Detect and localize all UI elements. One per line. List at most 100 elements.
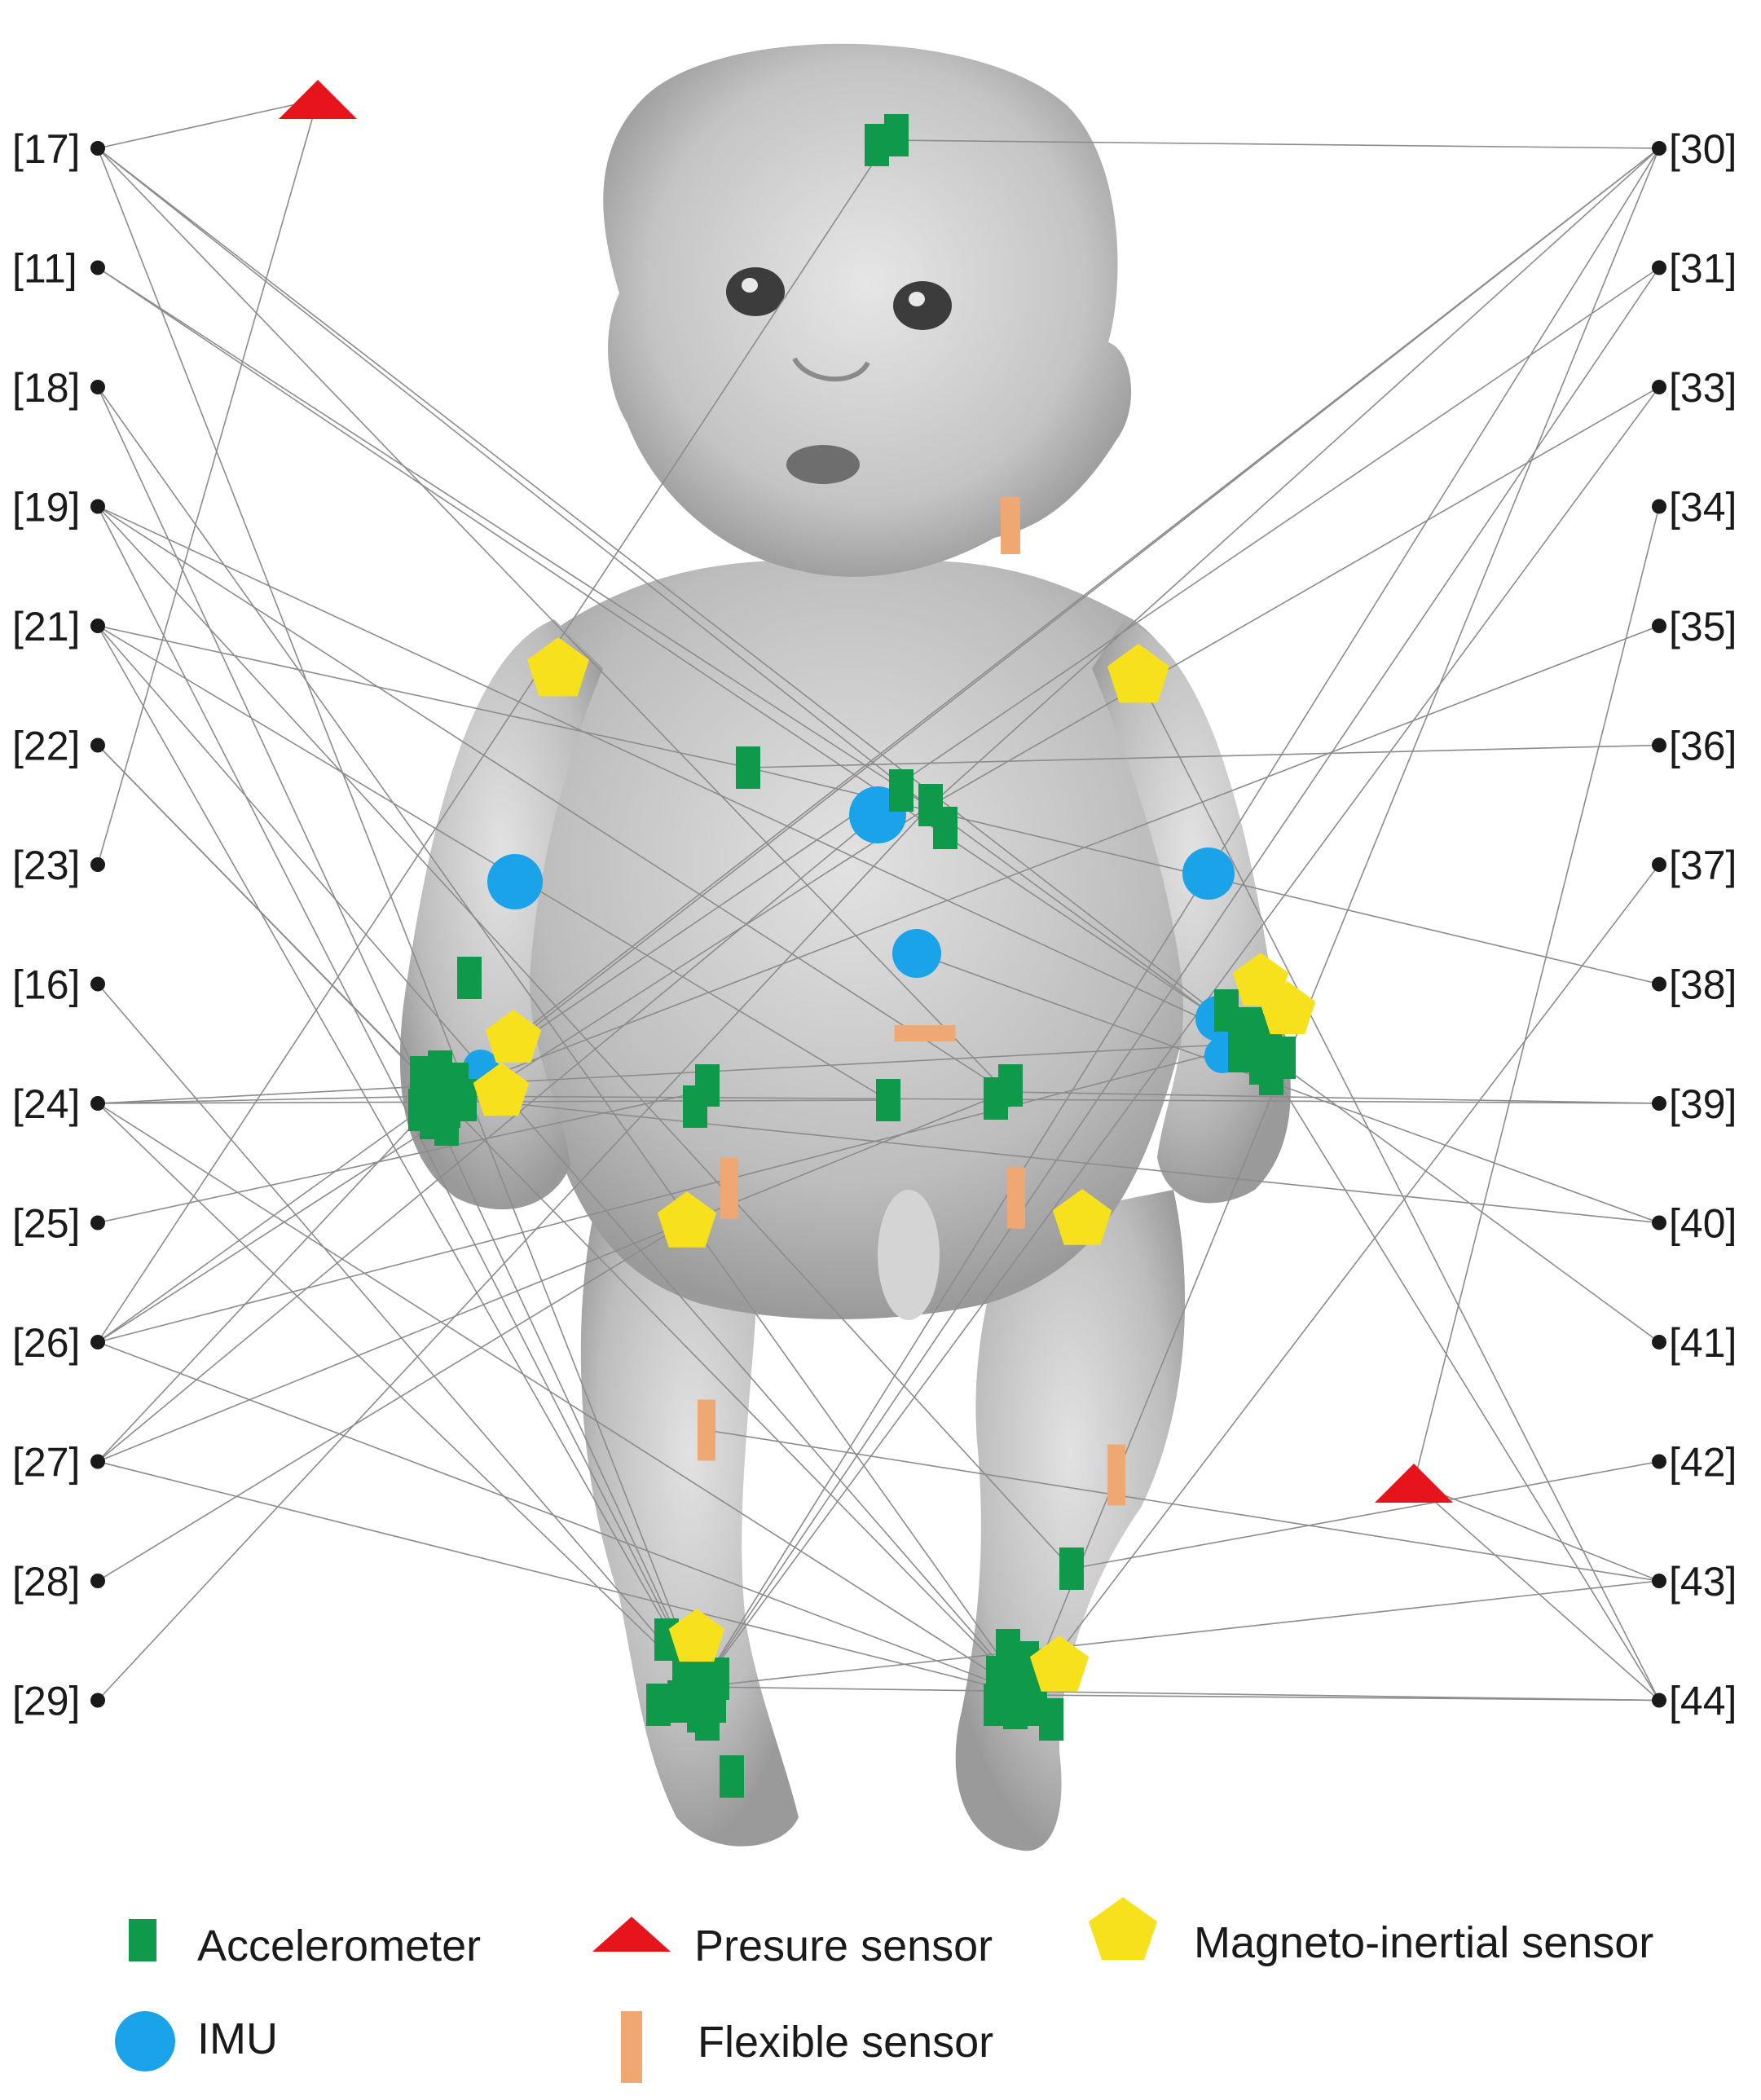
flexible-sensor-marker xyxy=(894,1025,956,1041)
reference-label-left: [28] xyxy=(12,1559,80,1605)
magneto-inertial-marker xyxy=(1029,1636,1090,1692)
flexible-sensor-marker xyxy=(1107,1444,1125,1506)
connection-line xyxy=(928,147,1660,808)
accelerometer-marker xyxy=(933,807,958,849)
reference-label-left: [19] xyxy=(12,485,80,531)
reference-label-left: [11] xyxy=(12,246,77,292)
reference-label-right: [42] xyxy=(1669,1440,1737,1486)
connection-line xyxy=(97,625,749,768)
connection-line xyxy=(97,625,702,1688)
accelerometer-marker xyxy=(695,1698,720,1741)
reference-label-left: [24] xyxy=(12,1081,80,1127)
connection-line xyxy=(1138,676,1660,1701)
legend-flexible-label: Flexible sensor xyxy=(698,2018,993,2067)
reference-node xyxy=(1652,1096,1666,1111)
connection-line xyxy=(97,1222,688,1582)
reference-label-right: [35] xyxy=(1669,604,1737,649)
connection-line xyxy=(439,625,1660,1097)
connection-line xyxy=(700,386,1660,1688)
accelerometer-marker xyxy=(1243,1014,1267,1056)
legend-accelerometer-label: Accelerometer xyxy=(197,1922,481,1970)
imu-marker xyxy=(1182,847,1235,900)
reference-node xyxy=(1652,619,1666,633)
connection-line xyxy=(97,806,930,1702)
accelerometer-marker xyxy=(736,746,760,789)
reference-label-right: [30] xyxy=(1669,126,1737,172)
connection-line xyxy=(887,139,1660,149)
reference-node xyxy=(1652,857,1666,872)
reference-label-right: [34] xyxy=(1669,485,1737,531)
connection-line xyxy=(1026,864,1660,1696)
reference-node xyxy=(90,141,105,156)
reference-label-right: [41] xyxy=(1669,1320,1737,1366)
reference-label-right: [40] xyxy=(1669,1201,1737,1247)
magneto-inertial-marker xyxy=(1052,1189,1112,1245)
imu-marker xyxy=(892,929,941,978)
connection-line xyxy=(97,147,1007,1093)
connection-line xyxy=(97,139,889,1343)
magneto-inertial-marker xyxy=(473,1063,530,1116)
connection-line xyxy=(97,1091,1007,1463)
accelerometer-marker xyxy=(683,1085,707,1128)
connection-line xyxy=(1413,1482,1660,1582)
connection-line xyxy=(1413,506,1660,1484)
reference-node xyxy=(1652,499,1666,514)
reference-node xyxy=(1652,1454,1666,1469)
reference-label-right: [44] xyxy=(1669,1679,1737,1724)
connection-line xyxy=(97,625,1028,1696)
accelerometer-swatch xyxy=(129,1919,156,1961)
reference-node xyxy=(90,499,105,514)
reference-node xyxy=(1652,737,1666,753)
connection-line xyxy=(97,1042,1256,1104)
reference-node xyxy=(90,1574,105,1588)
connection-line xyxy=(928,386,1660,808)
pressure-swatch xyxy=(592,1917,671,1952)
legend: Accelerometer Presure sensor Magneto-ine… xyxy=(115,1897,1653,2083)
connection-line xyxy=(513,147,1660,1044)
connection-line xyxy=(1006,1091,1660,1104)
sensor-markers xyxy=(279,80,1453,1798)
connection-line xyxy=(97,147,702,1688)
connection-line xyxy=(97,814,878,1463)
accelerometer-marker xyxy=(457,957,482,999)
reference-node xyxy=(1652,380,1666,394)
reference-label-left: [27] xyxy=(12,1440,80,1486)
reference-node xyxy=(1652,976,1666,992)
reference-label-left: [16] xyxy=(12,962,80,1008)
connection-line xyxy=(97,99,319,865)
magneto-inertial-marker xyxy=(527,637,589,697)
connection-line xyxy=(700,1686,1660,1702)
reference-node xyxy=(1652,1215,1666,1231)
accelerometer-marker xyxy=(420,1097,444,1139)
magneto-inertial-marker xyxy=(657,1191,717,1248)
reference-label-left: [21] xyxy=(12,604,80,649)
connection-line xyxy=(97,1341,1028,1696)
connection-lines xyxy=(97,99,1660,1702)
connection-line xyxy=(1026,1694,1660,1702)
reference-node xyxy=(1652,141,1666,156)
reference-node xyxy=(90,260,105,275)
accelerometer-marker xyxy=(646,1684,671,1726)
reference-label-right: [37] xyxy=(1669,843,1737,888)
connection-line xyxy=(97,505,1256,1044)
reference-node xyxy=(90,737,105,753)
reference-node xyxy=(90,1096,105,1111)
reference-label-right: [33] xyxy=(1669,365,1737,411)
reference-node xyxy=(90,976,105,992)
connection-line xyxy=(97,1095,441,1104)
reference-nodes: [17] [11] [18] [19] [21] [22] [23] [16] [24] [25]… xyxy=(12,126,1737,1724)
connection-line xyxy=(97,505,1072,1569)
flexible-swatch xyxy=(621,2011,642,2083)
accelerometer-marker xyxy=(1259,1053,1283,1095)
reference-node xyxy=(90,1335,105,1349)
connection-line xyxy=(97,744,441,1097)
connection-line xyxy=(97,147,930,808)
connection-line xyxy=(700,1580,1660,1688)
imu-marker xyxy=(487,854,543,909)
reference-label-left: [23] xyxy=(12,843,80,888)
connection-line xyxy=(1413,1482,1660,1702)
accelerometer-marker xyxy=(865,124,889,166)
legend-magneto-label: Magneto-inertial sensor xyxy=(1194,1918,1653,1967)
connection-line xyxy=(97,505,1007,1093)
